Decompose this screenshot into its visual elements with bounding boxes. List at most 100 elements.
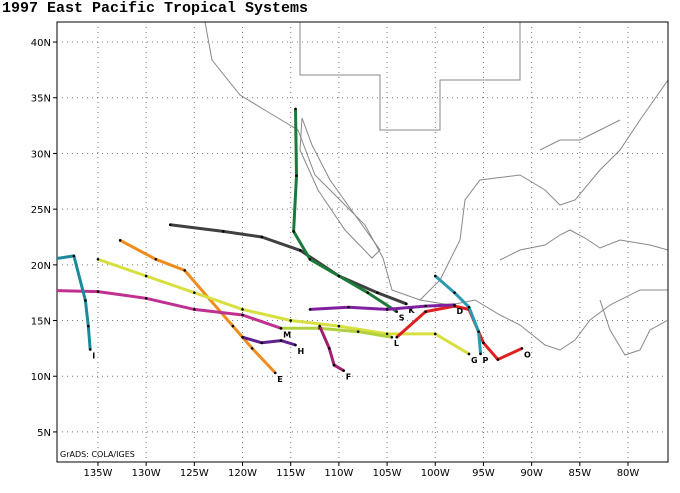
track-point xyxy=(366,291,370,294)
track-point xyxy=(96,257,100,261)
storm-label: E xyxy=(277,375,282,384)
track-point xyxy=(433,274,437,278)
x-tick-label: 135W xyxy=(83,468,112,479)
y-tick-label: 25N xyxy=(31,205,51,216)
track-point xyxy=(221,230,225,233)
storm-label: L xyxy=(394,339,399,348)
map-frame xyxy=(56,21,669,463)
x-tick-label: 100W xyxy=(421,468,450,479)
storm-label: O xyxy=(524,350,531,359)
y-tick-label: 15N xyxy=(31,317,51,328)
track-point xyxy=(424,310,427,313)
track-point xyxy=(260,235,264,239)
tracks: E G M I O KS P D H L F xyxy=(48,107,531,384)
storm-label: G xyxy=(471,356,478,365)
track-point xyxy=(144,274,148,278)
track-point xyxy=(337,274,341,278)
track-point xyxy=(433,332,437,336)
x-tick-label: 120W xyxy=(228,468,257,479)
track-point xyxy=(453,303,456,307)
track-point xyxy=(241,335,244,339)
x-tick-label: 125W xyxy=(180,468,209,479)
track-point xyxy=(84,299,87,302)
x-tick-label: 110W xyxy=(324,468,353,479)
track-point xyxy=(496,358,500,361)
storm-label: P xyxy=(483,356,489,365)
track-point xyxy=(337,324,341,328)
track-point xyxy=(479,352,482,356)
track-point xyxy=(193,308,196,311)
track-point xyxy=(154,257,158,261)
x-tick-label: 105W xyxy=(373,468,402,479)
track-point xyxy=(231,324,235,328)
x-tick-label: 90W xyxy=(520,468,543,479)
track-point xyxy=(395,310,399,313)
track-point xyxy=(327,347,331,350)
track-point xyxy=(241,308,244,311)
track-point xyxy=(390,335,394,339)
track-point xyxy=(467,352,471,356)
storm-label: M xyxy=(283,330,291,339)
y-tick-label: 35N xyxy=(31,94,51,105)
track-point xyxy=(48,289,51,292)
track-point xyxy=(96,290,100,293)
track-point xyxy=(332,363,336,367)
x-tick-label: 95W xyxy=(472,468,495,479)
storm-track xyxy=(119,238,277,374)
track-point xyxy=(342,369,346,372)
credit: GrADS: COLA/IGES xyxy=(60,450,135,459)
track-point xyxy=(376,291,379,294)
storm-track xyxy=(242,335,296,347)
track-point xyxy=(294,107,297,111)
track-point xyxy=(453,291,456,294)
storm-label: I xyxy=(92,351,95,360)
track-point xyxy=(424,304,427,308)
y-tick-label: 5N xyxy=(37,428,51,439)
track-point xyxy=(520,347,524,350)
track-point xyxy=(294,343,297,347)
x-tick-label: 85W xyxy=(569,468,592,479)
x-tick-label: 115W xyxy=(276,468,305,479)
storm-track xyxy=(281,326,393,339)
storm-label: F xyxy=(346,373,351,382)
track-point xyxy=(299,249,302,252)
y-tick-label: 40N xyxy=(31,38,51,49)
track-point xyxy=(347,305,350,309)
track-point xyxy=(168,223,172,227)
track-point xyxy=(308,257,312,261)
track-point xyxy=(289,319,293,322)
track-point xyxy=(318,324,321,328)
storm-track xyxy=(57,254,92,350)
track-point xyxy=(279,339,283,342)
track-point xyxy=(385,332,389,336)
map-title: 1997 East Pacific Tropical Systems xyxy=(2,0,308,17)
track-point xyxy=(273,371,277,375)
track-point xyxy=(193,291,196,294)
track-point xyxy=(260,341,264,345)
track-point xyxy=(292,230,295,233)
track-point xyxy=(308,308,312,311)
y-tick-label: 10N xyxy=(31,372,51,383)
track-point xyxy=(88,348,92,351)
storm-track xyxy=(318,325,345,372)
track-point xyxy=(482,341,485,345)
track-point xyxy=(356,330,360,333)
track-point xyxy=(250,347,254,350)
x-tick-label: 130W xyxy=(132,468,161,479)
track-point xyxy=(295,174,298,178)
storm-label: K xyxy=(408,306,415,315)
track-point xyxy=(467,305,471,309)
track-point xyxy=(385,308,389,311)
storm-track xyxy=(292,108,398,313)
track-point xyxy=(241,313,244,317)
x-tick-label: 80W xyxy=(617,468,640,479)
track-point xyxy=(405,302,408,306)
track-point xyxy=(395,335,399,339)
storm-label: H xyxy=(298,347,305,356)
track-point xyxy=(72,254,76,258)
storm-label: S xyxy=(399,314,405,323)
track-point xyxy=(477,330,480,333)
y-tick-label: 30N xyxy=(31,149,51,160)
track-point xyxy=(279,327,283,330)
